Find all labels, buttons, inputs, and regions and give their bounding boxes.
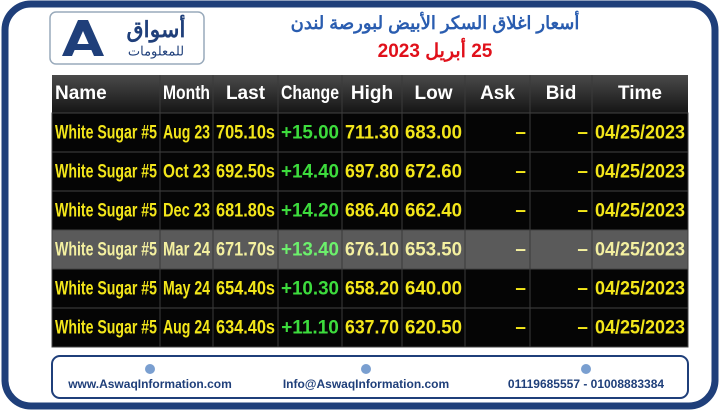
table-cell: +15.00: [281, 123, 339, 144]
date: 25 أبريل 2023: [378, 37, 493, 62]
table-cell: White Sugar #5: [55, 123, 157, 144]
table-cell: +14.20: [281, 201, 339, 222]
table-cell: 04/25/2023: [595, 201, 685, 222]
table-cell: Dec 23: [163, 201, 210, 222]
email: Info@AswaqInformation.com: [283, 377, 449, 391]
column-header: Name: [55, 83, 107, 104]
table-cell: 711.30: [345, 123, 399, 144]
logo-name: أسواق: [126, 14, 185, 43]
table-cell: +14.40: [281, 162, 339, 183]
table-cell: White Sugar #5: [55, 318, 157, 339]
price-table: Name Month Last Change High Low Ask Bid Time Whit…: [51, 75, 689, 348]
table-cell: 04/25/2023: [595, 279, 685, 300]
web-icon: [145, 364, 155, 374]
table-cell: 634.40s: [216, 318, 275, 339]
table-cell: –: [577, 162, 588, 183]
title: أسعار اغلاق السكر الأبيض لبورصة لندن: [291, 11, 580, 34]
table-cell: 705.10s: [216, 123, 275, 144]
table-cell: 671.70s: [216, 240, 275, 261]
column-header: Last: [226, 83, 266, 104]
table-cell: 654.40s: [216, 279, 275, 300]
table-cell: Aug 24: [163, 318, 210, 339]
table-cell: +13.40: [281, 240, 339, 261]
table-cell: May 24: [163, 279, 210, 300]
table-cell: 04/25/2023: [595, 123, 685, 144]
header-row: [52, 75, 688, 113]
column-header: High: [351, 83, 393, 104]
table-cell: Aug 23: [163, 123, 210, 144]
column-header: Change: [281, 83, 339, 104]
table-cell: 637.70: [345, 318, 399, 339]
logo-sub: للمعلومات: [128, 43, 184, 59]
table-cell: 676.10: [345, 240, 399, 261]
table-cell: 620.50: [405, 318, 462, 339]
table-row: [51, 307, 689, 348]
table-cell: 681.80s: [216, 201, 275, 222]
phone-icon: [581, 364, 591, 374]
table-cell: 04/25/2023: [595, 162, 685, 183]
table-row: [51, 268, 689, 309]
table-cell: White Sugar #5: [55, 201, 157, 222]
table-cell: –: [515, 162, 526, 183]
column-header: Low: [415, 83, 453, 104]
table-cell: –: [515, 201, 526, 222]
table-row: [51, 151, 689, 192]
table-cell: –: [577, 123, 588, 144]
table-cell: 692.50s: [216, 162, 275, 183]
mail-icon: [361, 364, 371, 374]
column-header: Month: [163, 83, 210, 104]
table-cell: White Sugar #5: [55, 162, 157, 183]
table-cell: 697.80: [345, 162, 399, 183]
table-cell: 658.20: [345, 279, 399, 300]
column-header: Time: [618, 83, 662, 104]
table-cell: –: [577, 201, 588, 222]
table-cell: 683.00: [405, 123, 462, 144]
table-cell: 686.40: [345, 201, 399, 222]
website: www.AswaqInformation.com: [67, 377, 232, 391]
table-cell: 672.60: [405, 162, 462, 183]
table-cell: White Sugar #5: [55, 240, 157, 261]
table-cell: –: [577, 279, 588, 300]
table-row: [51, 229, 689, 270]
table-cell: 653.50: [405, 240, 462, 261]
table-cell: White Sugar #5: [55, 279, 157, 300]
column-header: Ask: [480, 83, 515, 104]
table-row: [51, 190, 689, 231]
column-header: Bid: [546, 83, 577, 104]
phone: 01119685557 - 01008883384: [508, 377, 664, 391]
table-cell: +11.10: [281, 318, 339, 339]
table-cell: –: [515, 318, 526, 339]
table-cell: 04/25/2023: [595, 240, 685, 261]
footer-box: [51, 355, 689, 399]
table-cell: –: [515, 279, 526, 300]
table-cell: –: [515, 123, 526, 144]
table-cell: –: [515, 240, 526, 261]
table-cell: 662.40: [405, 201, 462, 222]
table-cell: –: [577, 318, 588, 339]
table-cell: 640.00: [405, 279, 462, 300]
table-cell: 04/25/2023: [595, 318, 685, 339]
table-cell: Oct 23: [163, 162, 210, 183]
table-cell: +10.30: [281, 279, 339, 300]
table-cell: Mar 24: [163, 240, 210, 261]
logo-icon: [62, 20, 104, 56]
table-cell: –: [577, 240, 588, 261]
